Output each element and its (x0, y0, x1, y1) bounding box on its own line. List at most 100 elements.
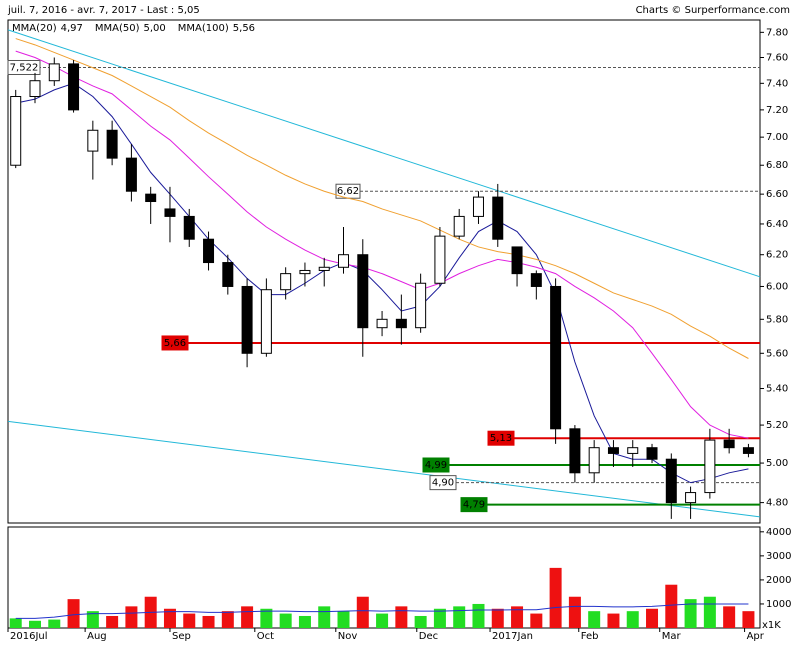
volume-bar (48, 619, 61, 628)
volume-bar (549, 567, 562, 628)
volume-bar (742, 611, 755, 628)
candle-body (569, 428, 581, 474)
source: Charts © Surperformance.com (636, 5, 790, 16)
candle-body (183, 215, 195, 240)
volume-tick-label: 4000 (766, 527, 791, 538)
volume-bar (202, 615, 215, 628)
level-box (487, 430, 515, 446)
candle-body (511, 246, 523, 275)
volume-tick-label: 2000 (766, 575, 791, 586)
candle-body (530, 273, 542, 287)
x-tick-label: Sep (172, 631, 191, 642)
candle-body (318, 266, 330, 271)
x-tick-label: Oct (257, 631, 274, 642)
candle-body (10, 96, 22, 166)
candle-body (145, 193, 157, 203)
y-tick-label: 6.40 (766, 219, 788, 230)
candle-body (203, 238, 215, 264)
volume-bar (530, 613, 543, 628)
legend-name: MMA(50) (95, 23, 140, 34)
volume-bar (28, 620, 41, 628)
candle-body (472, 196, 484, 217)
candle-body (338, 254, 350, 268)
candle-body (68, 63, 80, 111)
x-tick-label: Mar (662, 631, 682, 642)
candle-body (627, 447, 639, 454)
candle-body (492, 196, 504, 240)
y-tick-label: 5.60 (766, 348, 788, 359)
legend-value: 5,56 (233, 23, 255, 34)
volume-bar (163, 608, 176, 628)
level-label: 4,79 (463, 500, 485, 511)
volume-average (15, 603, 749, 619)
y-tick-label: 7.40 (766, 78, 788, 89)
volume-bar (491, 608, 504, 628)
legend-value: 4,97 (61, 23, 83, 34)
legend-name: MMA(20) (12, 23, 57, 34)
candle-body (588, 447, 600, 474)
y-tick-label: 7.80 (766, 27, 788, 38)
x-tick-label: Dec (419, 631, 438, 642)
volume-bar (86, 611, 99, 628)
candle-body (665, 458, 677, 504)
y-tick-label: 7.00 (766, 132, 788, 143)
volume-bar (453, 606, 466, 628)
candle-body (434, 235, 446, 284)
volume-bar (356, 596, 369, 628)
level-box (7, 59, 41, 75)
y-tick-label: 6.00 (766, 281, 788, 292)
volume-bar (241, 606, 254, 628)
legend-name: MMA(100) (178, 23, 229, 34)
volume-bar (414, 615, 427, 628)
x-tick-label: Feb (581, 631, 599, 642)
candle-body (357, 254, 369, 329)
level-label: 5,13 (490, 433, 512, 444)
price-panel (7, 19, 761, 524)
y-tick-label: 5.20 (766, 420, 788, 431)
candle-body (222, 262, 234, 287)
volume-bar (723, 606, 736, 628)
y-tick-label: 6.80 (766, 160, 788, 171)
candle-body (241, 285, 253, 354)
volume-bar (279, 613, 292, 628)
x-tick-label: Apr (747, 631, 765, 642)
candle-body (704, 439, 716, 494)
volume-bar (395, 606, 408, 628)
candle-body (125, 157, 137, 192)
x-tick-label: 2016Jul (10, 631, 48, 642)
candle-body (550, 285, 562, 430)
level-label: 5,66 (164, 338, 186, 349)
volume-bar (646, 608, 659, 628)
volume-tick-label: 1000 (766, 599, 791, 610)
candle-body (260, 289, 272, 354)
level-box (429, 475, 457, 491)
trendline (7, 420, 761, 518)
volume-bar (376, 613, 389, 628)
volume-bar (9, 618, 22, 628)
volume-bar (703, 596, 716, 628)
volume-bar (106, 615, 119, 628)
y-tick-label: 4.80 (766, 498, 788, 509)
level-box (161, 335, 189, 351)
candle-body (742, 447, 754, 454)
chart-title: juil. 7, 2016 - avr. 7, 2017 - Last : 5,… (7, 5, 200, 16)
volume-bar (433, 608, 446, 628)
candle-body (280, 273, 292, 291)
x-tick-label: Aug (87, 631, 107, 642)
volume-bar (260, 608, 273, 628)
candle-body (685, 492, 697, 504)
trendline (7, 29, 761, 278)
volume-bar (665, 584, 678, 628)
candle-body (723, 439, 735, 449)
candle-body (415, 282, 427, 329)
volume-bar (684, 599, 697, 628)
volume-bar (568, 596, 581, 628)
volume-bar (221, 611, 234, 628)
volume-bar (588, 611, 601, 628)
candle-body (164, 208, 176, 217)
candle-body (395, 318, 407, 329)
candle-body (646, 447, 658, 460)
candle-body (453, 215, 465, 237)
y-tick-label: 5.40 (766, 384, 788, 395)
